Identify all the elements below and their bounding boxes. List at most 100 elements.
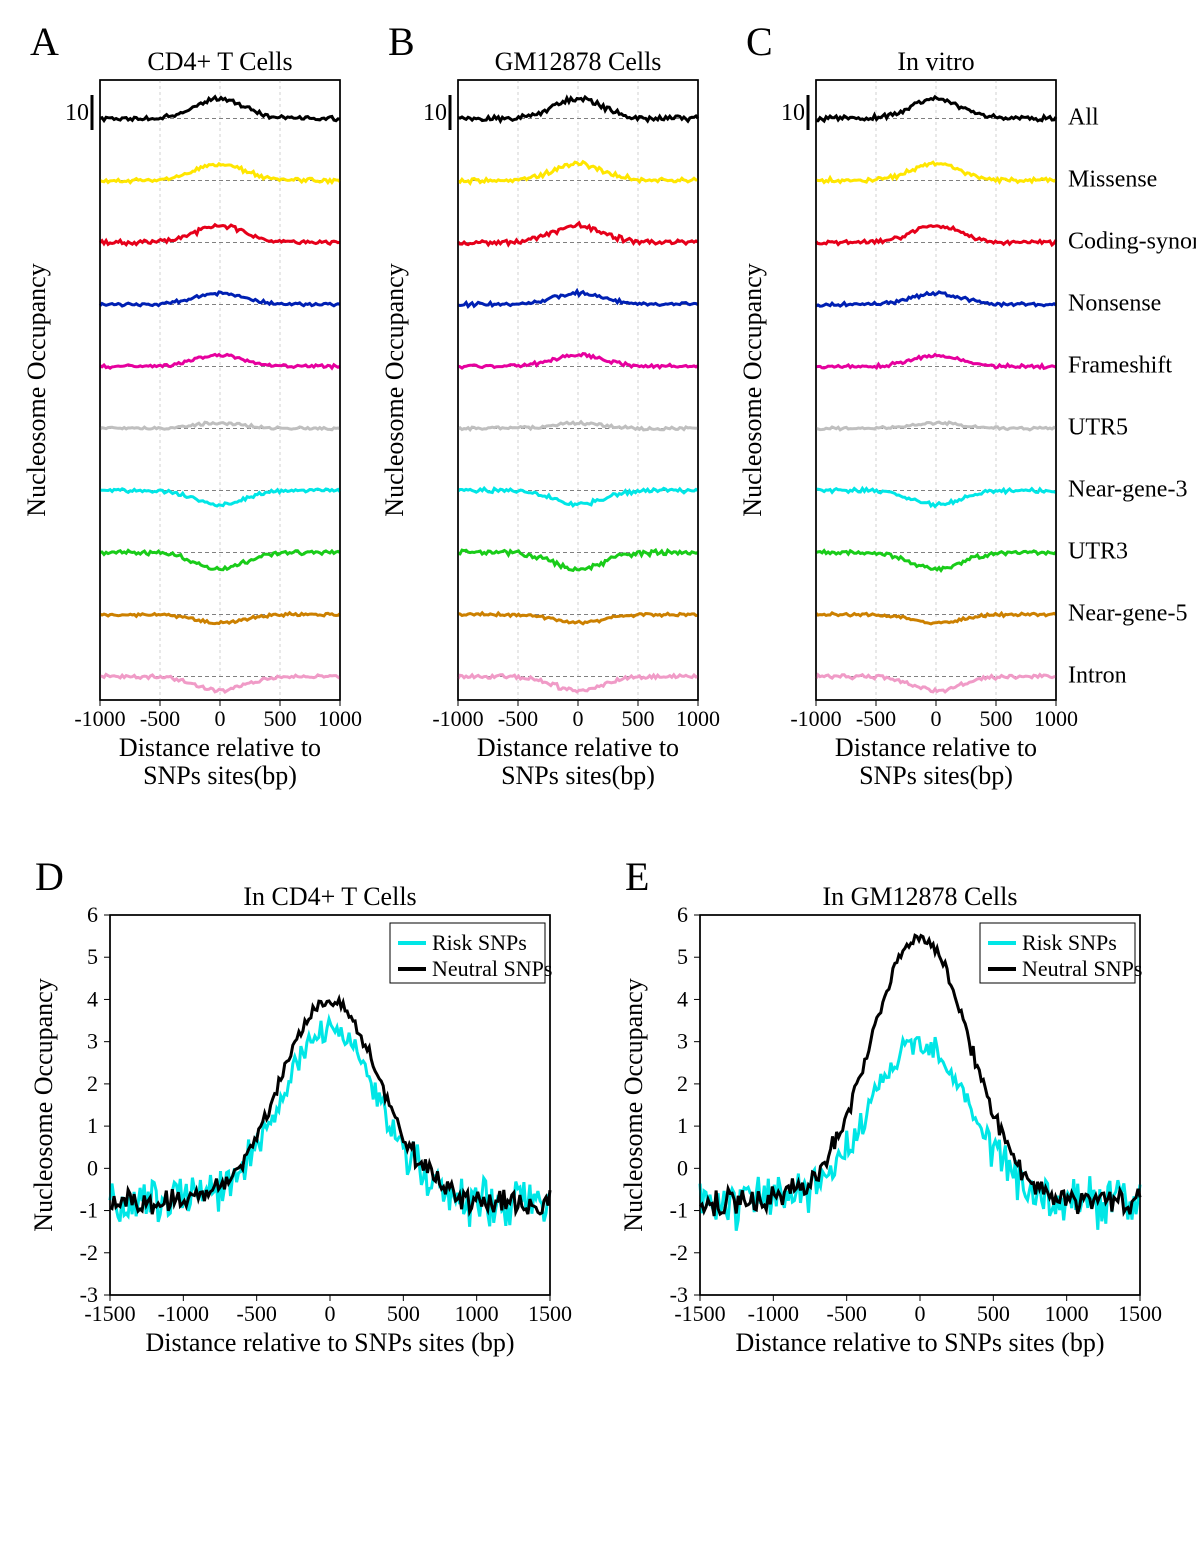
panel-E: EIn GM12878 Cells-3-2-10123456-1500-1000… bbox=[620, 855, 1170, 1380]
top-panels-row: A CD4+ T Cells 10 Nucleosome Occupancy -1000… bbox=[20, 20, 1180, 815]
svg-text:-1000: -1000 bbox=[790, 706, 841, 731]
svg-text:10: 10 bbox=[65, 100, 89, 126]
series-label: UTR3 bbox=[1068, 538, 1128, 564]
panel-B: B GM12878 Cells 10 Nucleosome Occupancy -100… bbox=[378, 20, 728, 815]
svg-text:-500: -500 bbox=[856, 706, 896, 731]
series-label: UTR5 bbox=[1068, 414, 1128, 440]
series-label: Intron bbox=[1068, 662, 1127, 688]
svg-text:4: 4 bbox=[677, 986, 688, 1011]
panel-A: A CD4+ T Cells 10 Nucleosome Occupancy -1000… bbox=[20, 20, 370, 815]
svg-text:1500: 1500 bbox=[528, 1301, 572, 1326]
panel-title: CD4+ T Cells bbox=[147, 47, 292, 76]
panel-title: GM12878 Cells bbox=[495, 47, 662, 76]
svg-text:-1: -1 bbox=[80, 1198, 98, 1223]
series-intron bbox=[100, 674, 340, 692]
svg-text:-1000: -1000 bbox=[74, 706, 125, 731]
y-axis-label: Nucleosome Occupancy bbox=[380, 263, 409, 516]
svg-text:500: 500 bbox=[622, 706, 655, 731]
svg-text:-2: -2 bbox=[80, 1240, 98, 1265]
panel-title: In CD4+ T Cells bbox=[243, 882, 416, 911]
series-coding-synon bbox=[100, 225, 340, 245]
svg-text:-1000: -1000 bbox=[748, 1301, 799, 1326]
panel-title: In vitro bbox=[897, 47, 974, 76]
x-axis-label: Distance relative to bbox=[835, 733, 1037, 762]
svg-text:0: 0 bbox=[915, 1301, 926, 1326]
panel-label: D bbox=[35, 855, 64, 899]
svg-text:-500: -500 bbox=[140, 706, 180, 731]
svg-text:500: 500 bbox=[980, 706, 1013, 731]
svg-text:3: 3 bbox=[87, 1029, 98, 1054]
svg-text:-2: -2 bbox=[670, 1240, 688, 1265]
svg-text:0: 0 bbox=[215, 706, 226, 731]
series-near-gene-3 bbox=[100, 489, 340, 506]
svg-text:6: 6 bbox=[677, 902, 688, 927]
svg-text:10: 10 bbox=[781, 100, 805, 126]
series-label: Nonsense bbox=[1068, 290, 1161, 316]
svg-text:SNPs sites(bp): SNPs sites(bp) bbox=[501, 761, 655, 790]
svg-text:2: 2 bbox=[87, 1071, 98, 1096]
svg-text:5: 5 bbox=[87, 944, 98, 969]
svg-text:500: 500 bbox=[977, 1301, 1010, 1326]
panel-label: B bbox=[388, 20, 415, 64]
series-label: Frameshift bbox=[1068, 352, 1172, 378]
svg-text:2: 2 bbox=[677, 1071, 688, 1096]
svg-text:6: 6 bbox=[87, 902, 98, 927]
svg-text:0: 0 bbox=[677, 1155, 688, 1180]
svg-text:4: 4 bbox=[87, 986, 98, 1011]
svg-text:5: 5 bbox=[677, 944, 688, 969]
svg-text:3: 3 bbox=[677, 1029, 688, 1054]
svg-text:-500: -500 bbox=[498, 706, 538, 731]
svg-text:-1000: -1000 bbox=[432, 706, 483, 731]
series-label: All bbox=[1068, 104, 1099, 130]
y-axis-label: Nucleosome Occupancy bbox=[620, 978, 648, 1231]
svg-text:SNPs sites(bp): SNPs sites(bp) bbox=[859, 761, 1013, 790]
panel-C: CIn vitro10Nucleosome OccupancyAllMissen… bbox=[736, 20, 1086, 815]
series-intron bbox=[458, 675, 698, 692]
y-axis-label: Nucleosome Occupancy bbox=[22, 263, 51, 516]
y-axis-label: Nucleosome Occupancy bbox=[738, 263, 767, 516]
x-axis-label: Distance relative to bbox=[119, 733, 321, 762]
panel-label: E bbox=[625, 855, 649, 899]
svg-text:0: 0 bbox=[931, 706, 942, 731]
series-label: Coding-synon bbox=[1068, 228, 1196, 254]
svg-text:-1000: -1000 bbox=[158, 1301, 209, 1326]
svg-text:1000: 1000 bbox=[1034, 706, 1078, 731]
series-label: Missense bbox=[1068, 166, 1157, 192]
svg-text:1000: 1000 bbox=[455, 1301, 499, 1326]
svg-text:-1500: -1500 bbox=[674, 1301, 725, 1326]
svg-text:500: 500 bbox=[387, 1301, 420, 1326]
svg-text:1: 1 bbox=[87, 1113, 98, 1138]
legend-label: Risk SNPs bbox=[1022, 930, 1117, 955]
svg-text:1000: 1000 bbox=[1045, 1301, 1089, 1326]
svg-text:-500: -500 bbox=[827, 1301, 867, 1326]
svg-text:0: 0 bbox=[325, 1301, 336, 1326]
svg-text:500: 500 bbox=[264, 706, 297, 731]
svg-text:-1500: -1500 bbox=[84, 1301, 135, 1326]
svg-text:-1: -1 bbox=[670, 1198, 688, 1223]
bottom-panels-row: DIn CD4+ T Cells-3-2-10123456-1500-1000-… bbox=[20, 855, 1180, 1380]
svg-text:-500: -500 bbox=[237, 1301, 277, 1326]
series-frameshift bbox=[458, 354, 698, 369]
svg-text:1: 1 bbox=[677, 1113, 688, 1138]
panel-title: In GM12878 Cells bbox=[823, 882, 1018, 911]
svg-text:1000: 1000 bbox=[676, 706, 720, 731]
panel-label: C bbox=[746, 20, 773, 64]
svg-text:10: 10 bbox=[423, 100, 447, 126]
svg-text:0: 0 bbox=[87, 1155, 98, 1180]
svg-text:SNPs sites(bp): SNPs sites(bp) bbox=[143, 761, 297, 790]
x-axis-label: Distance relative to SNPs sites (bp) bbox=[736, 1328, 1105, 1357]
legend-label: Neutral SNPs bbox=[1022, 956, 1142, 981]
svg-text:1500: 1500 bbox=[1118, 1301, 1162, 1326]
svg-text:0: 0 bbox=[573, 706, 584, 731]
legend-label: Neutral SNPs bbox=[432, 956, 552, 981]
series-near-gene-3 bbox=[816, 489, 1056, 507]
panel-label: A bbox=[30, 20, 59, 64]
series-label: Near-gene-3 bbox=[1068, 476, 1187, 502]
y-axis-label: Nucleosome Occupancy bbox=[30, 978, 58, 1231]
legend-label: Risk SNPs bbox=[432, 930, 527, 955]
panel-D: DIn CD4+ T Cells-3-2-10123456-1500-1000-… bbox=[30, 855, 580, 1380]
series-intron bbox=[816, 675, 1056, 692]
svg-text:1000: 1000 bbox=[318, 706, 362, 731]
series-label: Near-gene-5 bbox=[1068, 600, 1187, 626]
x-axis-label: Distance relative to bbox=[477, 733, 679, 762]
